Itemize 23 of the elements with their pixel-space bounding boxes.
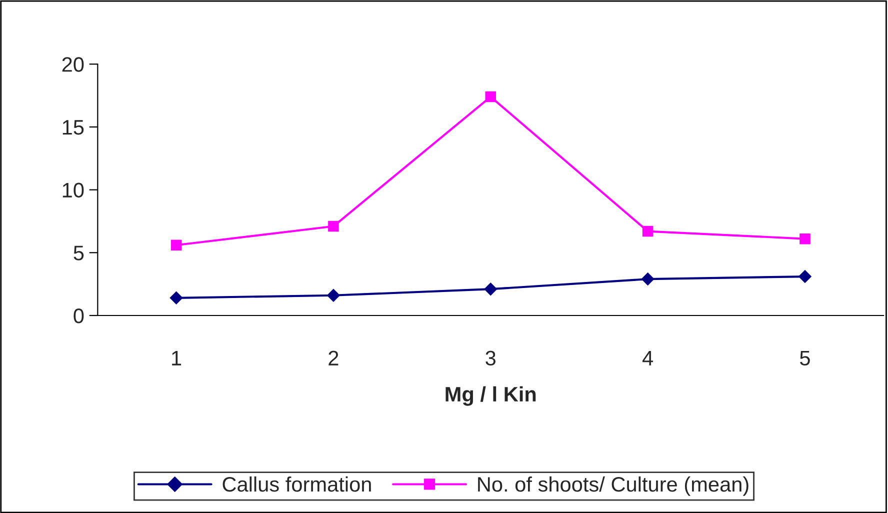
y-tick-label: 0 xyxy=(74,308,84,324)
point xyxy=(484,282,498,296)
legend-label: No. of shoots/ Culture (mean) xyxy=(478,476,748,496)
point xyxy=(170,291,183,304)
point xyxy=(798,270,812,283)
point xyxy=(328,220,339,232)
x-tick-label: 1 xyxy=(172,350,182,366)
x-tick-label: 2 xyxy=(328,350,338,366)
y-tick-label: 20 xyxy=(62,57,84,72)
y-tick-label: 5 xyxy=(74,246,84,260)
point xyxy=(642,226,654,237)
point xyxy=(327,288,340,302)
legend-label: Callus formation xyxy=(222,476,371,492)
point xyxy=(170,240,182,250)
x-tick-label: 5 xyxy=(800,350,810,366)
y-tick-label: 15 xyxy=(62,120,84,135)
point xyxy=(800,233,810,244)
y-tick-label: 10 xyxy=(62,182,84,198)
point xyxy=(641,272,654,286)
point xyxy=(485,91,496,102)
x-tick-label: 3 xyxy=(486,350,496,366)
x-axis-title: Mg / l Kin xyxy=(446,386,536,406)
x-tick-label: 4 xyxy=(642,350,653,366)
